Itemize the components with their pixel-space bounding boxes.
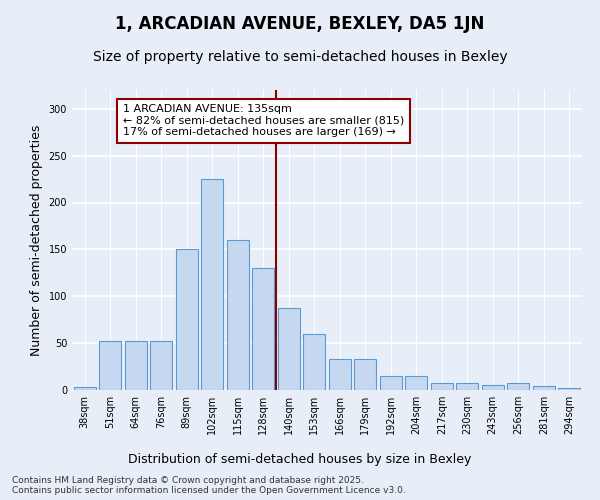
Bar — [125, 341, 146, 390]
Bar — [457, 382, 478, 390]
Text: Distribution of semi-detached houses by size in Bexley: Distribution of semi-detached houses by … — [128, 452, 472, 466]
Bar — [253, 268, 274, 390]
Bar — [380, 376, 401, 390]
Bar — [508, 384, 529, 390]
Bar — [482, 386, 503, 390]
Bar — [329, 359, 350, 390]
Text: 1 ARCADIAN AVENUE: 135sqm
← 82% of semi-detached houses are smaller (815)
17% of: 1 ARCADIAN AVENUE: 135sqm ← 82% of semi-… — [123, 104, 404, 138]
Bar — [278, 308, 299, 390]
Y-axis label: Number of semi-detached properties: Number of semi-detached properties — [30, 124, 43, 356]
Bar — [431, 382, 452, 390]
Bar — [559, 388, 580, 390]
Bar — [74, 387, 95, 390]
Bar — [355, 359, 376, 390]
Bar — [151, 341, 172, 390]
Text: Size of property relative to semi-detached houses in Bexley: Size of property relative to semi-detach… — [92, 50, 508, 64]
Text: 1, ARCADIAN AVENUE, BEXLEY, DA5 1JN: 1, ARCADIAN AVENUE, BEXLEY, DA5 1JN — [115, 15, 485, 33]
Bar — [406, 376, 427, 390]
Bar — [227, 240, 248, 390]
Bar — [533, 386, 554, 390]
Bar — [176, 250, 197, 390]
Bar — [100, 341, 121, 390]
Bar — [202, 179, 223, 390]
Bar — [304, 334, 325, 390]
Text: Contains HM Land Registry data © Crown copyright and database right 2025.
Contai: Contains HM Land Registry data © Crown c… — [12, 476, 406, 495]
